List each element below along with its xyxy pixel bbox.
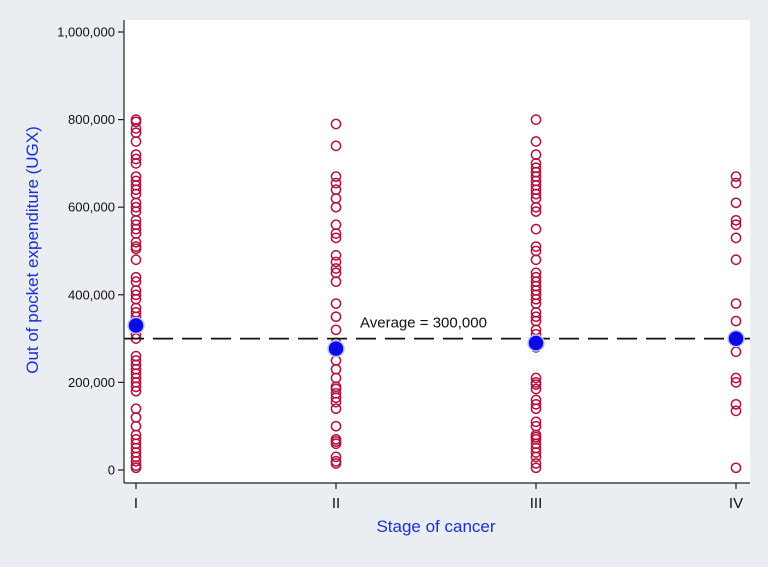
data-point — [530, 458, 542, 469]
data-point — [730, 315, 742, 327]
y-tick-label: 0 — [108, 463, 115, 478]
data-point — [730, 171, 742, 182]
data-point — [130, 223, 142, 235]
data-point — [730, 462, 742, 474]
data-point — [330, 396, 342, 408]
data-point — [330, 438, 342, 450]
data-point — [330, 298, 342, 309]
data-point — [530, 293, 542, 305]
data-point — [730, 197, 742, 209]
data-point — [530, 403, 542, 415]
data-point — [330, 451, 342, 463]
data-point — [730, 372, 742, 384]
data-point — [530, 223, 542, 235]
data-point — [530, 311, 542, 323]
data-point — [330, 250, 342, 261]
data-point — [730, 405, 742, 417]
data-point — [730, 377, 742, 388]
data-point — [730, 219, 742, 231]
data-point — [530, 241, 542, 252]
data-point — [530, 447, 542, 458]
data-point — [130, 289, 142, 301]
data-point — [130, 236, 142, 248]
data-points — [130, 114, 742, 474]
data-point — [530, 383, 542, 395]
data-point — [530, 188, 542, 200]
data-point — [330, 171, 342, 182]
data-point — [530, 462, 542, 474]
data-point — [130, 254, 142, 266]
plot-area — [124, 20, 750, 483]
data-point — [730, 232, 742, 244]
data-point — [330, 420, 342, 432]
x-axis: I II III IV — [134, 483, 743, 512]
x-tick-label: I — [134, 495, 138, 512]
x-tick-label: IV — [729, 495, 743, 512]
data-point — [530, 201, 542, 213]
y-tick-label: 600,000 — [68, 200, 115, 215]
mean-point — [727, 329, 745, 348]
data-point — [530, 136, 542, 147]
data-point — [730, 398, 742, 410]
data-point — [530, 379, 542, 390]
mean-point — [127, 316, 145, 335]
data-point — [730, 214, 742, 226]
data-point — [130, 201, 142, 213]
y-tick-label: 1,000,000 — [57, 25, 115, 40]
data-point — [530, 254, 542, 266]
data-point — [530, 372, 542, 384]
data-point — [330, 263, 342, 274]
mean-point — [527, 334, 545, 352]
data-point — [730, 177, 742, 189]
x-tick-label: II — [332, 495, 340, 512]
data-point — [130, 271, 142, 283]
data-point — [530, 451, 542, 463]
y-axis-label: Out of pocket expenditure (UGX) — [23, 126, 42, 374]
data-point — [330, 177, 342, 189]
y-tick-label: 800,000 — [68, 112, 115, 127]
data-point — [330, 118, 342, 130]
data-point — [330, 276, 342, 288]
mean-points — [127, 316, 745, 358]
y-axis: 0 200,000 400,000 600,000 800,000 1,000,000 — [57, 25, 124, 478]
data-point — [330, 403, 342, 415]
data-point — [330, 228, 342, 239]
data-point — [530, 398, 542, 410]
data-point — [130, 136, 142, 147]
data-point — [330, 201, 342, 213]
data-point — [330, 256, 342, 268]
data-point — [330, 140, 342, 152]
data-point — [130, 385, 142, 397]
y-tick-label: 400,000 — [68, 287, 115, 302]
data-point — [130, 455, 142, 467]
data-point — [530, 206, 542, 217]
y-tick-label: 200,000 — [68, 375, 115, 390]
data-point — [530, 416, 542, 428]
data-point — [130, 123, 142, 134]
data-point — [330, 311, 342, 323]
data-point — [130, 462, 142, 474]
x-tick-label: III — [530, 495, 543, 512]
data-point — [530, 114, 542, 125]
data-point — [330, 324, 342, 336]
x-axis-label: Stage of cancer — [376, 517, 495, 536]
data-point — [130, 381, 142, 393]
data-point — [130, 116, 142, 128]
data-point — [330, 458, 342, 469]
data-point — [130, 158, 142, 169]
data-point — [130, 184, 142, 196]
mean-point — [327, 339, 345, 358]
data-point — [130, 243, 142, 255]
data-point — [130, 153, 142, 165]
data-point — [730, 254, 742, 266]
data-point — [330, 232, 342, 244]
reference-line-group: Average = 300,000 — [124, 315, 750, 340]
data-point — [330, 392, 342, 404]
average-label: Average = 300,000 — [360, 315, 487, 332]
data-point — [730, 298, 742, 309]
